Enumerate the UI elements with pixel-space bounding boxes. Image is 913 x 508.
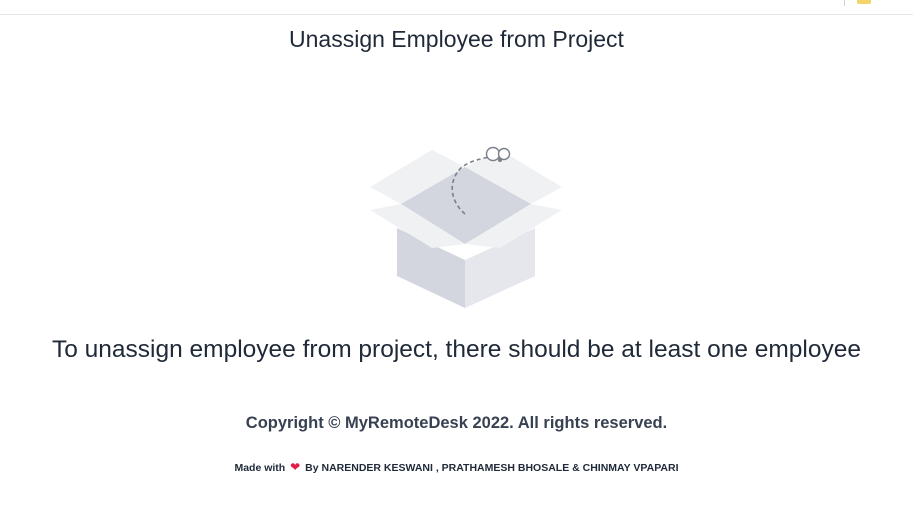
page-title: Unassign Employee from Project — [289, 26, 624, 52]
navbar-divider — [844, 0, 845, 6]
copyright-text: Copyright © MyRemoteDesk 2022. All right… — [245, 414, 668, 432]
empty-state-message: To unassign employee from project, there… — [52, 336, 861, 363]
notification-icon[interactable] — [857, 0, 871, 4]
made-with-label: Made with — [234, 462, 286, 474]
heart-icon: ❤ — [290, 460, 301, 474]
authors-label: By NARENDER KESWANI , PRATHAMESH BHOSALE… — [305, 462, 679, 474]
credits-line: Made with ❤ By NARENDER KESWANI , PRATHA… — [0, 460, 913, 474]
top-navbar — [0, 0, 913, 15]
empty-box-icon — [370, 146, 562, 308]
